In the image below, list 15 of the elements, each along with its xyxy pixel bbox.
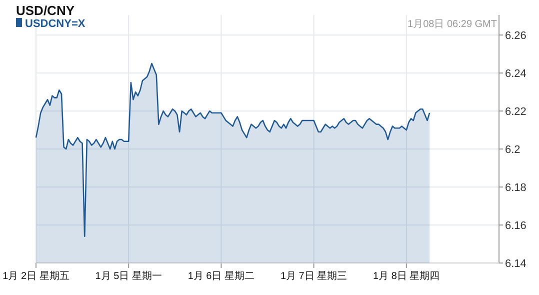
y-tick-label: 6.24	[505, 68, 526, 80]
x-tick-label: 1月 2日 星期五	[2, 270, 70, 282]
y-tick-label: 6.18	[505, 182, 526, 194]
x-tick-label: 1月 5日 星期一	[95, 270, 162, 282]
y-tick-label: 6.16	[505, 220, 526, 232]
chart-title: USD/CNY	[16, 3, 75, 18]
y-tick-label: 6.26	[505, 30, 526, 42]
y-tick-label: 6.22	[505, 106, 526, 118]
y-tick-label: 6.2	[505, 144, 520, 156]
text: 1月08日 06:29 GMT	[408, 19, 497, 30]
legend-label: USDCNY=X	[25, 18, 86, 30]
y-tick-label: 6.14	[505, 258, 526, 270]
x-tick-label: 1月 7日 星期三	[280, 270, 348, 282]
x-tick-label: 1月 6日 星期二	[188, 270, 255, 282]
x-tick-label: 1月 8日 星期四	[373, 270, 440, 282]
